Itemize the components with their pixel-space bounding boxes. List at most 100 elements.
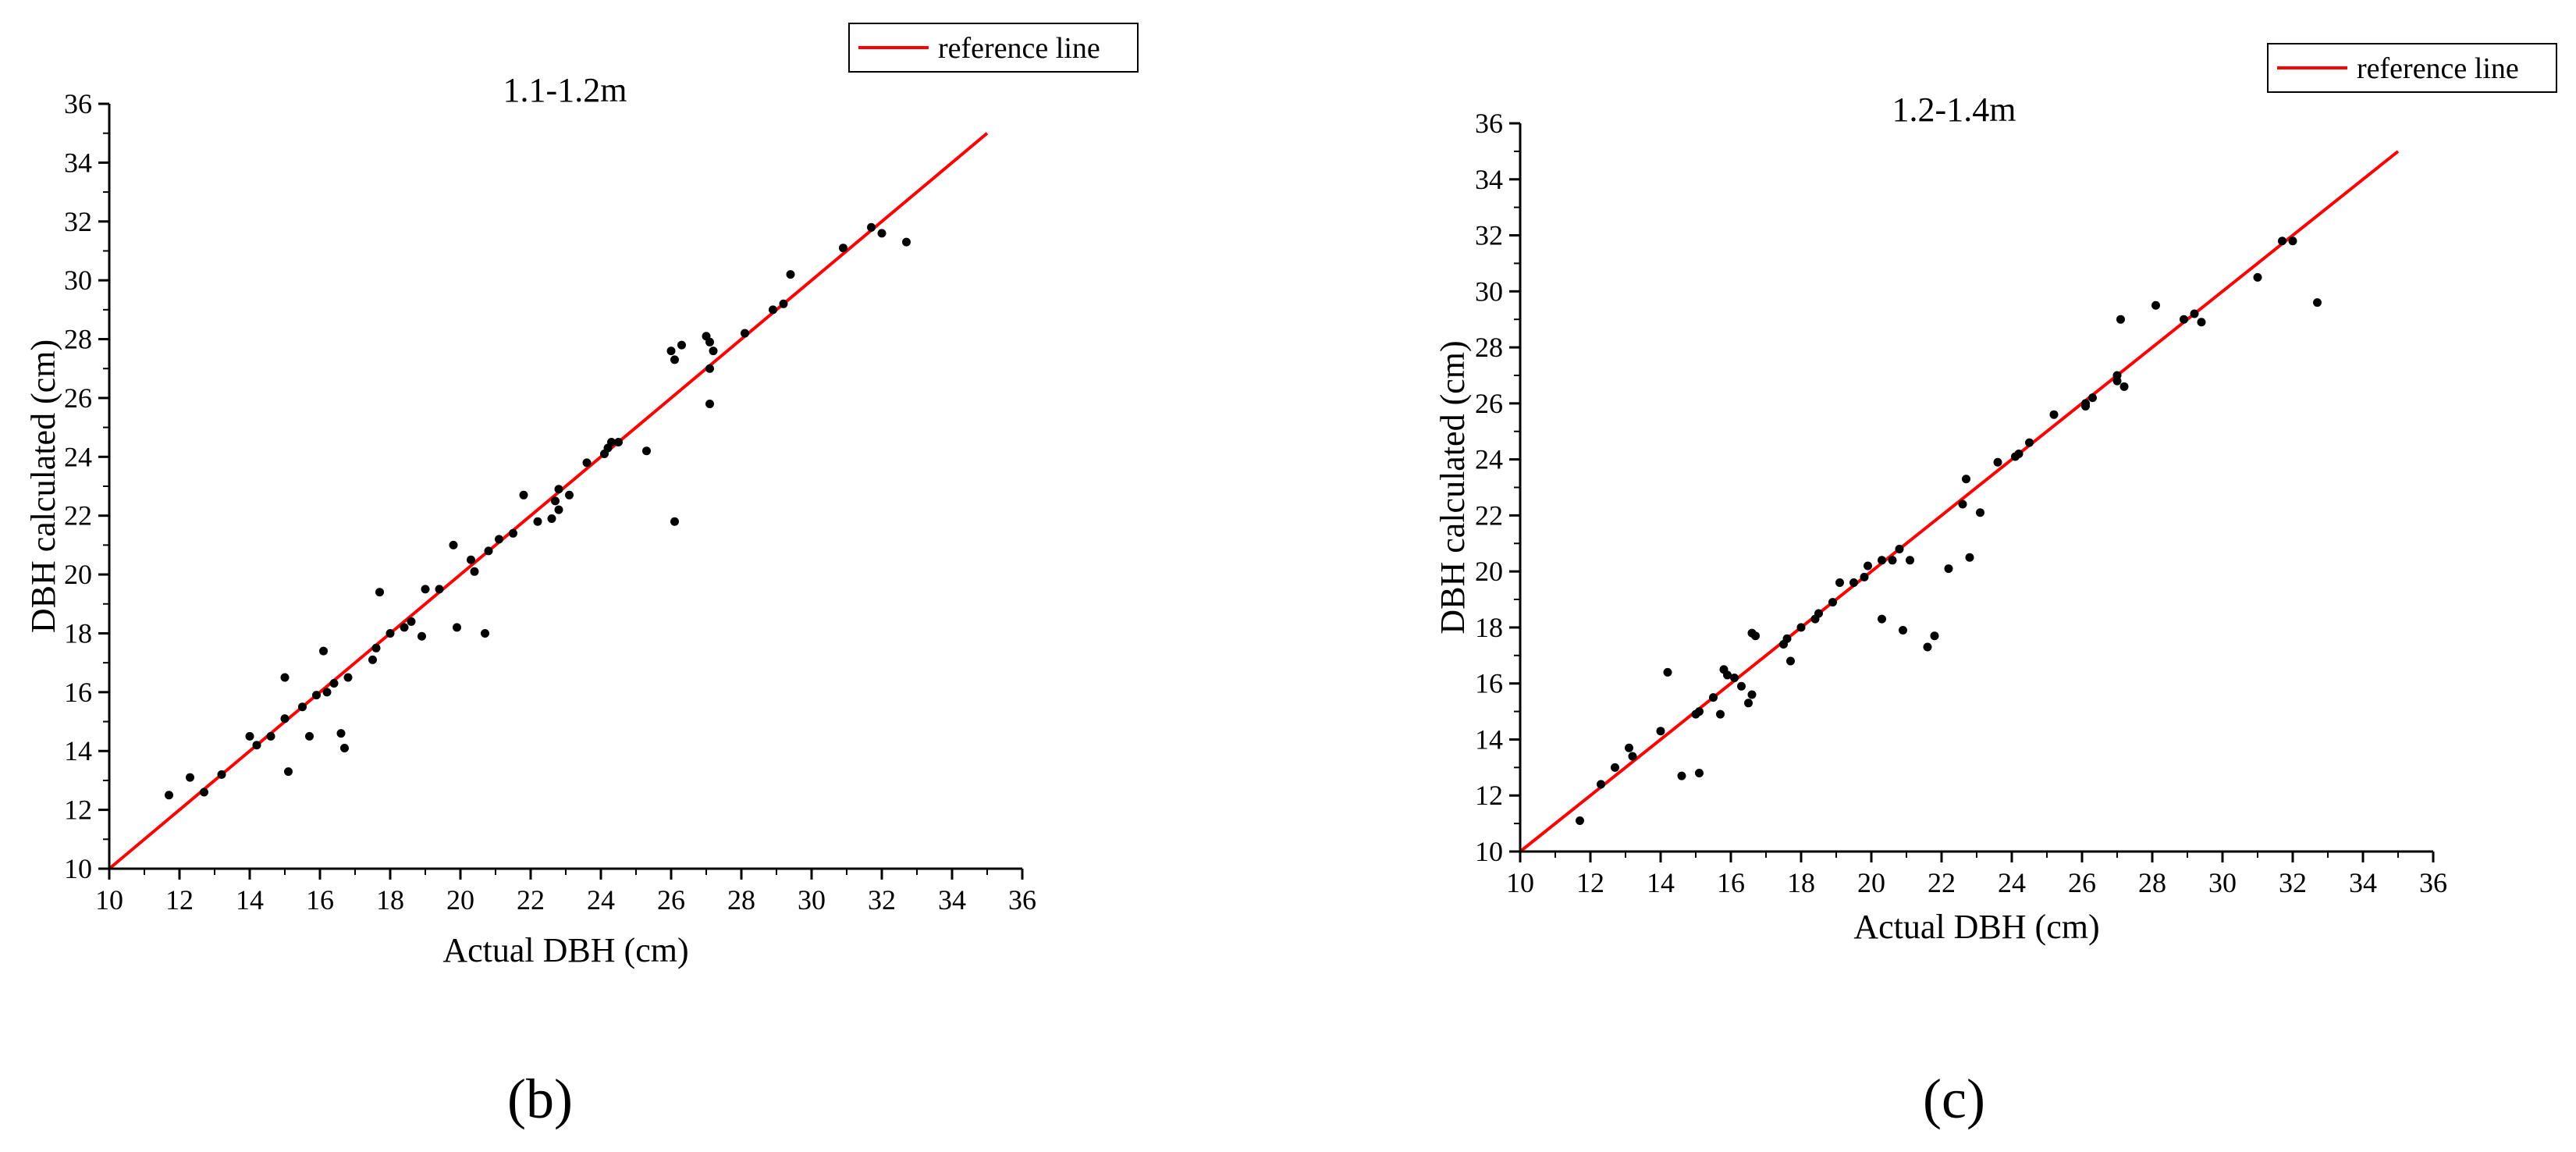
- x-axis-ticks: 10 12 14 16 18 20 22 24 26 28 30 32 34 36: [95, 869, 1036, 916]
- x-tick-label: 30: [2208, 867, 2237, 898]
- data-point: [1782, 634, 1792, 643]
- data-point: [336, 729, 346, 738]
- data-point: [642, 446, 651, 456]
- y-tick-label: 36: [1475, 108, 1503, 139]
- x-tick-label: 26: [2068, 867, 2096, 898]
- data-point: [2197, 318, 2206, 327]
- y-tick-label: 32: [64, 206, 92, 237]
- y-tick-label: 24: [64, 441, 92, 472]
- x-tick-label: 36: [1008, 884, 1036, 916]
- legend-entry: reference line: [2357, 52, 2519, 85]
- legend: reference line: [848, 23, 1139, 73]
- data-point: [1878, 556, 1886, 565]
- y-tick-label: 18: [64, 617, 92, 649]
- data-point: [1744, 699, 1753, 708]
- data-point: [551, 496, 560, 506]
- x-tick-label: 24: [1998, 867, 2026, 898]
- x-tick-label: 22: [1928, 867, 1956, 898]
- data-point: [266, 731, 275, 741]
- data-point: [252, 741, 261, 750]
- y-tick-label: 10: [1475, 836, 1503, 867]
- y-tick-label: 36: [64, 88, 92, 119]
- data-point: [1677, 771, 1686, 780]
- data-point: [709, 347, 718, 356]
- data-point: [375, 588, 384, 597]
- y-axis-label: DBH calculated (cm): [24, 340, 62, 633]
- data-point: [368, 655, 377, 664]
- data-point: [329, 679, 339, 688]
- data-point: [453, 623, 461, 632]
- data-point: [322, 688, 332, 697]
- y-tick-label: 12: [64, 795, 92, 826]
- x-tick-label: 18: [1787, 867, 1815, 898]
- y-tick-label: 18: [1475, 612, 1503, 643]
- data-point: [2190, 309, 2199, 318]
- y-tick-label: 22: [1475, 500, 1503, 531]
- data-point: [2180, 315, 2188, 324]
- data-point: [343, 673, 353, 682]
- data-point: [417, 631, 426, 641]
- reference-line-layer: [108, 132, 989, 870]
- data-point: [298, 702, 307, 712]
- x-tick-label: 30: [798, 884, 826, 916]
- data-point: [554, 505, 563, 514]
- data-point: [1814, 609, 1823, 618]
- data-point: [2288, 236, 2297, 246]
- x-tick-label: 16: [306, 884, 334, 916]
- data-point: [533, 517, 542, 526]
- data-point: [495, 535, 503, 544]
- data-point: [1878, 614, 1886, 624]
- data-point: [1723, 670, 1732, 680]
- y-tick-label: 20: [64, 559, 92, 590]
- data-point: [1628, 752, 1637, 761]
- data-point: [509, 528, 517, 538]
- data-point: [280, 714, 290, 724]
- x-tick-label: 10: [1506, 867, 1534, 898]
- x-tick-label: 28: [727, 884, 755, 916]
- data-point: [705, 399, 714, 408]
- data-point: [245, 731, 254, 741]
- data-point: [312, 691, 321, 700]
- data-point: [1906, 556, 1914, 565]
- data-point: [1958, 500, 1967, 509]
- data-point: [217, 770, 226, 779]
- data-point: [607, 437, 616, 446]
- x-tick-label: 12: [1576, 867, 1604, 898]
- y-tick-label: 14: [1475, 724, 1503, 755]
- x-tick-label: 28: [2138, 867, 2166, 898]
- data-point: [2081, 401, 2090, 411]
- x-tick-label: 32: [868, 884, 896, 916]
- data-point: [200, 788, 208, 797]
- x-tick-label: 10: [95, 884, 123, 916]
- data-point: [1730, 674, 1739, 683]
- x-axis-label: Actual DBH (cm): [442, 931, 688, 969]
- data-point: [340, 743, 349, 752]
- reference-line-layer: [1519, 150, 2400, 853]
- data-point: [677, 340, 686, 350]
- data-point: [449, 540, 458, 549]
- data-point: [666, 347, 676, 356]
- axes: 10 12 14 16 18 20 22 24 26 28 30 32 34 36 10 12 14 16 18 2…: [1475, 108, 2447, 898]
- x-tick-label: 14: [1647, 867, 1675, 898]
- data-point: [1976, 508, 1984, 517]
- data-point: [1663, 667, 1672, 677]
- data-point: [1930, 631, 1939, 641]
- data-point: [2088, 393, 2097, 403]
- data-point: [705, 337, 714, 347]
- data-point: [407, 617, 416, 626]
- y-tick-label: 28: [64, 324, 92, 355]
- data-point: [1888, 556, 1897, 565]
- data-point: [1695, 707, 1704, 716]
- y-tick-label: 22: [64, 500, 92, 532]
- y-tick-label: 34: [64, 147, 92, 178]
- data-point: [614, 437, 623, 446]
- data-point: [1895, 544, 1904, 553]
- data-point: [547, 514, 556, 523]
- y-tick-label: 28: [1475, 332, 1503, 363]
- y-tick-label: 26: [64, 382, 92, 414]
- data-point: [1828, 598, 1837, 607]
- data-point: [1611, 763, 1619, 772]
- y-tick-label: 14: [64, 735, 92, 766]
- chart-title: 1.2-1.4m: [1892, 91, 2016, 129]
- data-point: [280, 673, 290, 682]
